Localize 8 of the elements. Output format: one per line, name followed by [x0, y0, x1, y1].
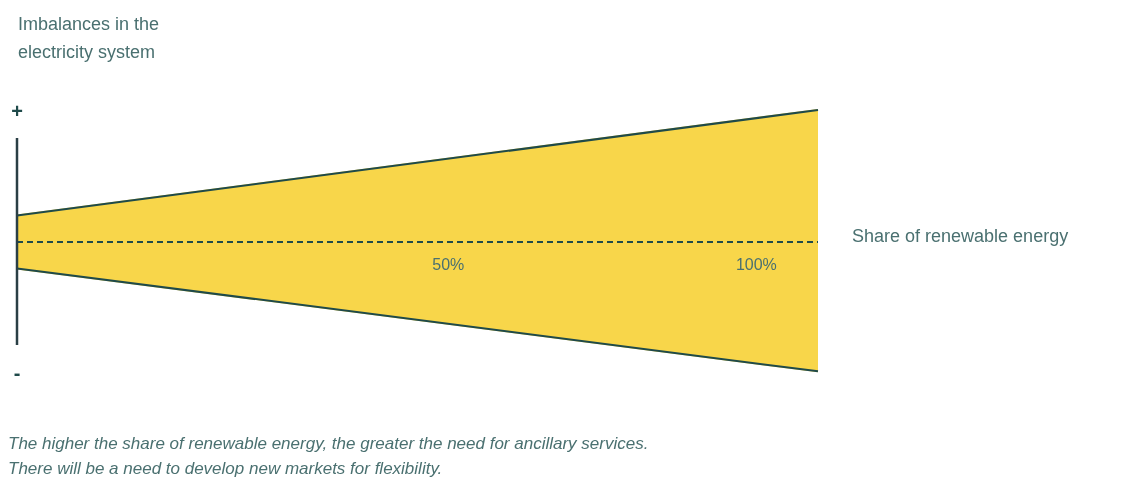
text: There will be a need to develop new markets for flexibility. — [8, 459, 443, 478]
annotation: - — [13, 362, 21, 384]
x-axis-title: Share of renewable energy — [852, 226, 1069, 246]
x-tick-label: 50% — [432, 256, 465, 273]
text: The higher the share of renewable energy, the greater the need for ancillary services. — [8, 434, 649, 453]
annotation: + — [11, 100, 23, 122]
y-axis-title: Imbalances in the electricity system — [18, 14, 160, 62]
x-tick-label: 100% — [735, 256, 777, 273]
